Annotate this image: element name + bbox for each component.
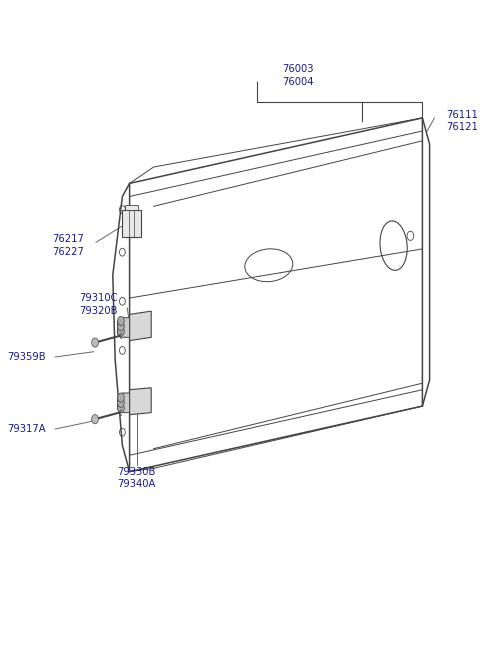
Bar xyxy=(125,206,138,210)
Polygon shape xyxy=(118,393,130,413)
Circle shape xyxy=(118,403,124,413)
Circle shape xyxy=(118,327,124,336)
Polygon shape xyxy=(118,318,130,337)
Text: 76217
76227: 76217 76227 xyxy=(52,234,84,257)
Circle shape xyxy=(92,415,98,424)
Text: 76111
76121: 76111 76121 xyxy=(446,110,478,132)
Circle shape xyxy=(118,393,124,402)
Circle shape xyxy=(118,322,124,331)
Polygon shape xyxy=(130,311,151,341)
Polygon shape xyxy=(130,388,151,415)
Text: 79359B: 79359B xyxy=(7,352,46,362)
Text: 79317A: 79317A xyxy=(7,424,46,434)
Circle shape xyxy=(118,398,124,407)
Text: 79330B
79340A: 79330B 79340A xyxy=(118,467,156,489)
Circle shape xyxy=(118,316,124,326)
Text: 76003
76004: 76003 76004 xyxy=(282,64,313,86)
Bar xyxy=(122,210,141,237)
Text: 79310C
79320B: 79310C 79320B xyxy=(79,293,118,316)
Circle shape xyxy=(92,338,98,347)
